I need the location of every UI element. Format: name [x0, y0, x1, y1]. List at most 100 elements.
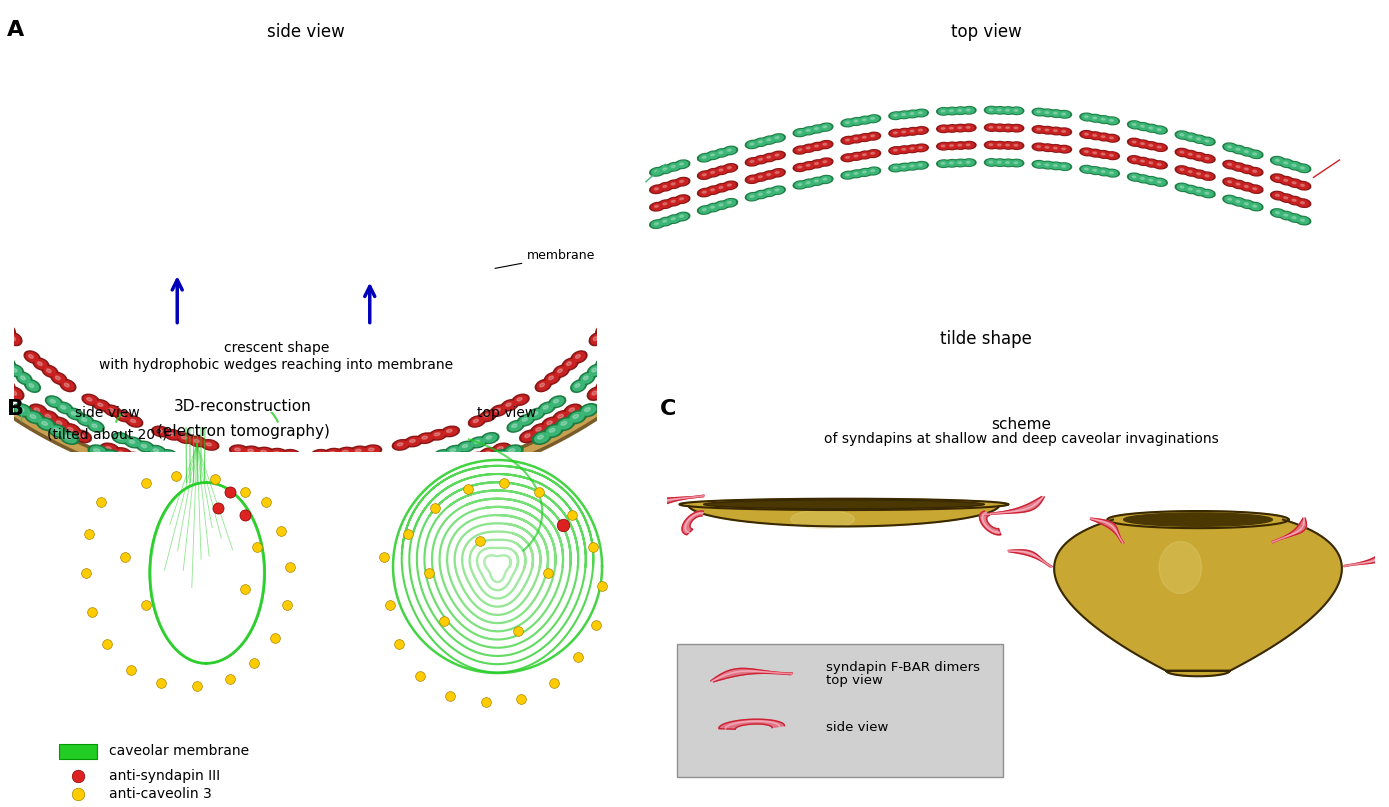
Ellipse shape	[1032, 126, 1046, 133]
Ellipse shape	[1082, 114, 1092, 120]
Ellipse shape	[1090, 133, 1100, 139]
Ellipse shape	[268, 482, 288, 492]
Ellipse shape	[3, 326, 14, 336]
Ellipse shape	[310, 486, 331, 497]
Ellipse shape	[842, 136, 856, 144]
Ellipse shape	[1275, 177, 1279, 179]
Ellipse shape	[381, 463, 394, 470]
Ellipse shape	[214, 462, 232, 472]
Ellipse shape	[117, 436, 122, 439]
Ellipse shape	[375, 479, 381, 483]
Ellipse shape	[854, 120, 858, 122]
Ellipse shape	[113, 448, 132, 459]
Ellipse shape	[706, 151, 721, 160]
Ellipse shape	[271, 449, 285, 457]
Ellipse shape	[214, 478, 219, 480]
Ellipse shape	[463, 445, 468, 448]
Ellipse shape	[1138, 158, 1149, 165]
Ellipse shape	[1096, 115, 1111, 123]
Ellipse shape	[1101, 153, 1106, 155]
Ellipse shape	[1106, 117, 1120, 125]
Ellipse shape	[1283, 179, 1288, 182]
Ellipse shape	[939, 126, 949, 132]
Ellipse shape	[397, 471, 417, 483]
Ellipse shape	[501, 399, 518, 411]
Ellipse shape	[1011, 108, 1022, 114]
Ellipse shape	[553, 411, 571, 423]
Ellipse shape	[1093, 117, 1097, 119]
Ellipse shape	[893, 115, 897, 116]
Ellipse shape	[1136, 123, 1150, 131]
Ellipse shape	[1222, 195, 1238, 204]
Ellipse shape	[394, 461, 407, 468]
Ellipse shape	[325, 470, 339, 478]
Ellipse shape	[1197, 138, 1200, 140]
Ellipse shape	[618, 366, 624, 370]
Ellipse shape	[607, 372, 619, 383]
Ellipse shape	[806, 147, 810, 148]
Ellipse shape	[728, 184, 731, 186]
Ellipse shape	[1228, 146, 1232, 148]
Ellipse shape	[1014, 162, 1018, 164]
Ellipse shape	[471, 438, 485, 446]
Ellipse shape	[531, 424, 549, 436]
Ellipse shape	[553, 366, 569, 378]
Ellipse shape	[795, 147, 806, 153]
Ellipse shape	[343, 450, 349, 454]
Ellipse shape	[936, 125, 951, 132]
Polygon shape	[1090, 518, 1124, 543]
Ellipse shape	[1085, 133, 1089, 135]
Ellipse shape	[871, 135, 875, 137]
Ellipse shape	[689, 291, 701, 303]
Ellipse shape	[607, 320, 611, 324]
Ellipse shape	[860, 135, 871, 140]
Ellipse shape	[985, 107, 999, 114]
Ellipse shape	[100, 443, 119, 455]
Ellipse shape	[1275, 211, 1279, 214]
Ellipse shape	[1085, 151, 1089, 153]
Ellipse shape	[1228, 181, 1232, 183]
Ellipse shape	[1183, 168, 1199, 176]
Ellipse shape	[1192, 153, 1207, 161]
Ellipse shape	[467, 452, 486, 464]
Ellipse shape	[953, 107, 968, 115]
Ellipse shape	[432, 431, 444, 439]
Ellipse shape	[717, 202, 728, 208]
Ellipse shape	[386, 475, 400, 483]
Ellipse shape	[889, 147, 903, 154]
Ellipse shape	[129, 459, 149, 471]
Ellipse shape	[1033, 127, 1045, 132]
Ellipse shape	[918, 112, 922, 114]
Ellipse shape	[725, 148, 736, 153]
Ellipse shape	[897, 163, 911, 171]
Ellipse shape	[201, 440, 219, 450]
Ellipse shape	[842, 171, 856, 179]
Ellipse shape	[268, 449, 288, 458]
Ellipse shape	[326, 483, 342, 491]
Ellipse shape	[956, 161, 965, 165]
Ellipse shape	[858, 134, 872, 141]
Ellipse shape	[667, 180, 682, 189]
Ellipse shape	[651, 203, 663, 210]
Ellipse shape	[708, 204, 720, 211]
Ellipse shape	[86, 398, 92, 401]
Ellipse shape	[806, 182, 810, 184]
Ellipse shape	[668, 216, 679, 222]
Ellipse shape	[593, 337, 597, 341]
Ellipse shape	[644, 295, 660, 307]
Text: side view: side view	[75, 406, 139, 420]
Ellipse shape	[635, 362, 647, 372]
Ellipse shape	[183, 470, 199, 479]
Ellipse shape	[1272, 157, 1283, 164]
Ellipse shape	[1082, 166, 1092, 172]
Ellipse shape	[635, 314, 646, 324]
Ellipse shape	[46, 415, 51, 418]
Ellipse shape	[1107, 153, 1118, 158]
Ellipse shape	[676, 161, 688, 168]
Ellipse shape	[758, 141, 763, 143]
Ellipse shape	[656, 317, 667, 328]
Ellipse shape	[356, 479, 375, 490]
Ellipse shape	[1225, 179, 1236, 186]
Ellipse shape	[474, 441, 479, 443]
Ellipse shape	[775, 136, 779, 139]
